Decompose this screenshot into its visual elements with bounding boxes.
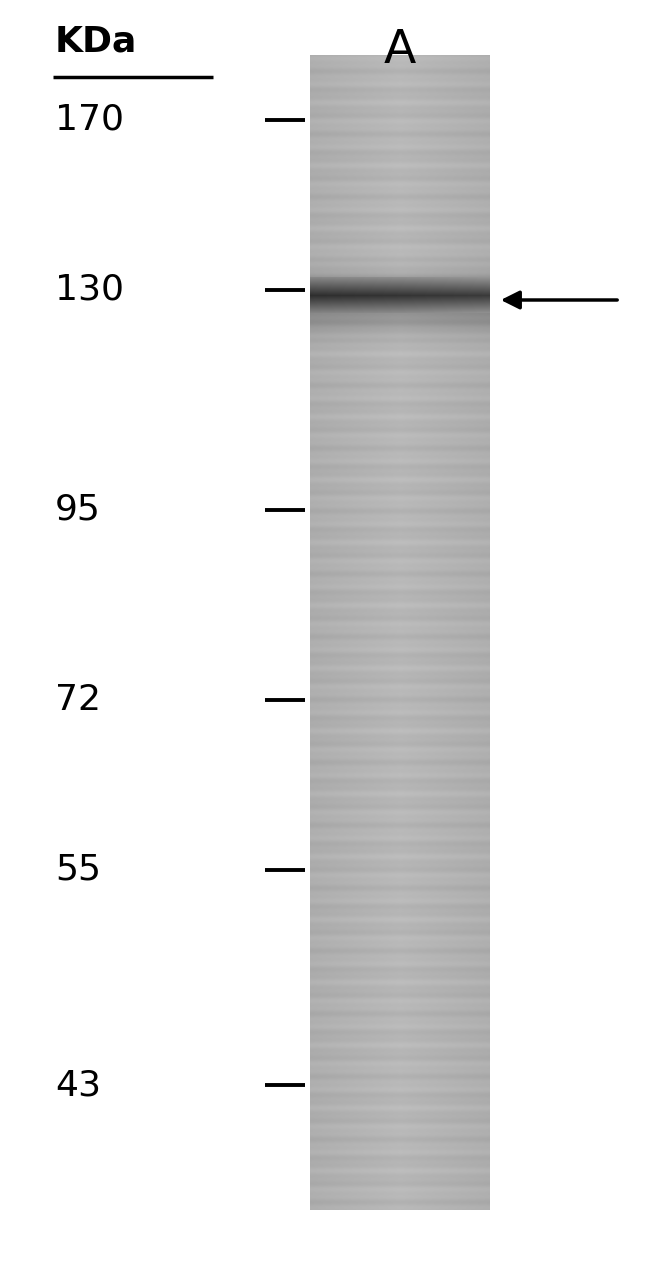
Text: 72: 72: [55, 683, 101, 717]
Text: 130: 130: [55, 273, 124, 307]
Text: 55: 55: [55, 853, 101, 887]
Text: KDa: KDa: [55, 25, 137, 58]
Text: 170: 170: [55, 103, 124, 137]
Text: 95: 95: [55, 492, 101, 527]
Text: 43: 43: [55, 1068, 101, 1101]
Text: A: A: [384, 28, 416, 74]
